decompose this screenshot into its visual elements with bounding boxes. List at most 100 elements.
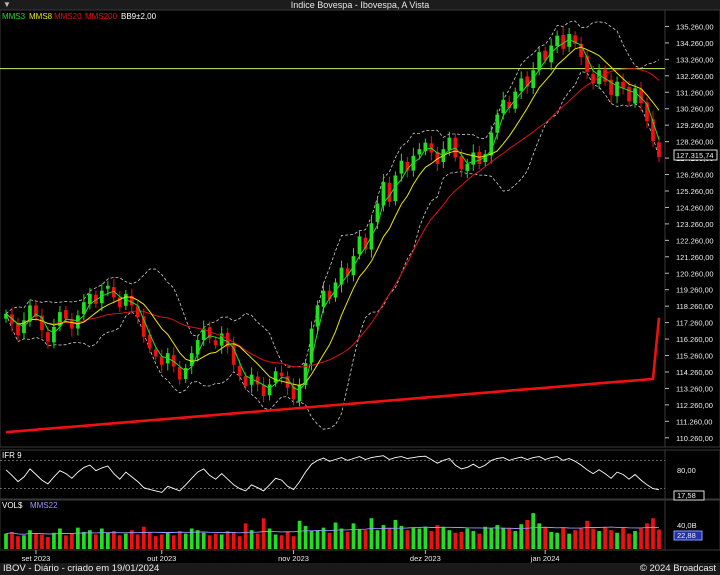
volume-bar — [597, 531, 601, 549]
volume-bar — [279, 535, 284, 549]
volume-bar — [4, 533, 8, 549]
volume-bar — [28, 530, 32, 549]
candle-body — [207, 327, 212, 339]
candle-body — [621, 81, 625, 89]
volume-bar — [297, 520, 302, 549]
candle-body — [309, 328, 314, 363]
price-y-tick-label: 128.260,00 — [676, 138, 714, 147]
candle-body — [159, 356, 164, 365]
volume-bar — [64, 535, 68, 549]
volume-bar — [58, 528, 62, 549]
candle-body — [231, 344, 236, 365]
x-axis-ticks: set 2023 out 2023 nov 2023 dez 2023 jan 2024 — [22, 550, 560, 563]
price-y-tick-label: 116.260,00 — [676, 335, 713, 344]
candle-body — [46, 332, 50, 342]
volume-bar — [603, 526, 607, 549]
candle-body — [249, 374, 254, 385]
volume-bar — [405, 530, 410, 549]
candle-body — [345, 268, 350, 276]
candle-body — [135, 306, 140, 318]
candle-body — [40, 315, 44, 331]
volume-bar — [177, 531, 182, 549]
candle-body — [141, 316, 146, 337]
volume-bar — [495, 525, 500, 549]
window-title: Indice Bovespa - Ibovespa, A Vista — [290, 0, 430, 10]
volume-bar — [477, 533, 482, 549]
volume-bar — [213, 533, 218, 549]
candle-body — [4, 313, 8, 319]
volume-bar — [16, 536, 20, 549]
volume-bar — [567, 533, 571, 549]
candle-body — [291, 386, 296, 400]
volume-bar — [381, 525, 386, 549]
price-y-tick-label: 111.260,00 — [676, 417, 712, 426]
volume-bar — [88, 530, 92, 549]
candle-body — [375, 203, 380, 222]
volume-bar — [123, 533, 128, 549]
volume-bar — [507, 528, 512, 549]
candle-body — [52, 326, 56, 343]
candle-body — [651, 119, 655, 141]
price-y-tick-label: 134.260,00 — [676, 39, 714, 48]
volume-bar — [333, 522, 338, 549]
volume-bar — [621, 527, 625, 549]
candle-body — [255, 376, 260, 385]
volume-bar — [399, 525, 404, 549]
candle-body — [315, 305, 320, 327]
volume-bar — [225, 531, 230, 549]
candle-body — [237, 366, 242, 377]
candle-body — [435, 151, 440, 165]
price-panel — [0, 9, 666, 448]
volume-bar — [111, 531, 116, 549]
candle-body — [297, 384, 302, 402]
legend-bb: BB9±2,00 — [121, 12, 157, 21]
volume-bar — [303, 525, 308, 549]
candle-body — [525, 76, 530, 87]
volume-bar — [219, 534, 224, 549]
volume-last-box — [673, 530, 703, 541]
candle-body — [16, 322, 20, 336]
candle-body — [261, 385, 266, 396]
candle-body — [189, 353, 194, 367]
volume-bar — [429, 531, 434, 549]
price-y-tick-label: 123.260,00 — [676, 220, 714, 229]
volume-bar — [195, 530, 200, 549]
volume-bar — [147, 531, 152, 549]
volume-bar — [129, 530, 134, 549]
candle-body — [447, 137, 452, 151]
ifr-last-box — [673, 490, 705, 501]
candle-body — [615, 81, 619, 97]
candle-body — [585, 55, 589, 72]
candle-body — [201, 328, 206, 341]
candle-body — [549, 45, 554, 63]
window-titlebar: ▼ Indice Bovespa - Ibovespa, A Vista — [0, 0, 720, 10]
candle-body — [111, 287, 116, 298]
volume-bar — [315, 530, 320, 549]
candle-body — [573, 35, 577, 44]
candle-body — [94, 294, 98, 304]
footer-info: IBOV - Diário - criado em 19/01/2024 — [3, 563, 160, 574]
legend-mms8: MMS8 — [29, 12, 53, 21]
volume-bar — [243, 523, 248, 549]
volume-bar — [573, 530, 577, 549]
volume-bar — [657, 529, 661, 549]
series-mms20 — [5, 68, 660, 368]
volume-bar — [531, 513, 536, 549]
volume-bar — [411, 527, 416, 549]
x-tick-label: nov 2023 — [278, 554, 309, 563]
bollinger-upper — [5, 20, 660, 368]
price-y-tick-label: 112.260,00 — [676, 401, 713, 410]
volume-bar — [615, 532, 619, 549]
candle-body — [507, 101, 512, 109]
volume-bar — [153, 536, 158, 549]
chart-area[interactable]: 135.260,00 134.260,00 133.260,00 132.260,00… — [0, 0, 720, 563]
status-footer: IBOV - Diário - criado em 19/01/2024 © 2… — [0, 563, 720, 575]
volume-bar — [561, 527, 566, 549]
volume-bar — [34, 533, 38, 549]
volume-bar — [273, 534, 278, 549]
candle-body — [633, 88, 637, 104]
volume-bar — [513, 531, 518, 549]
volume-bar — [585, 520, 589, 549]
chevron-down-icon[interactable]: ▼ — [3, 0, 11, 9]
candle-body — [423, 142, 428, 152]
